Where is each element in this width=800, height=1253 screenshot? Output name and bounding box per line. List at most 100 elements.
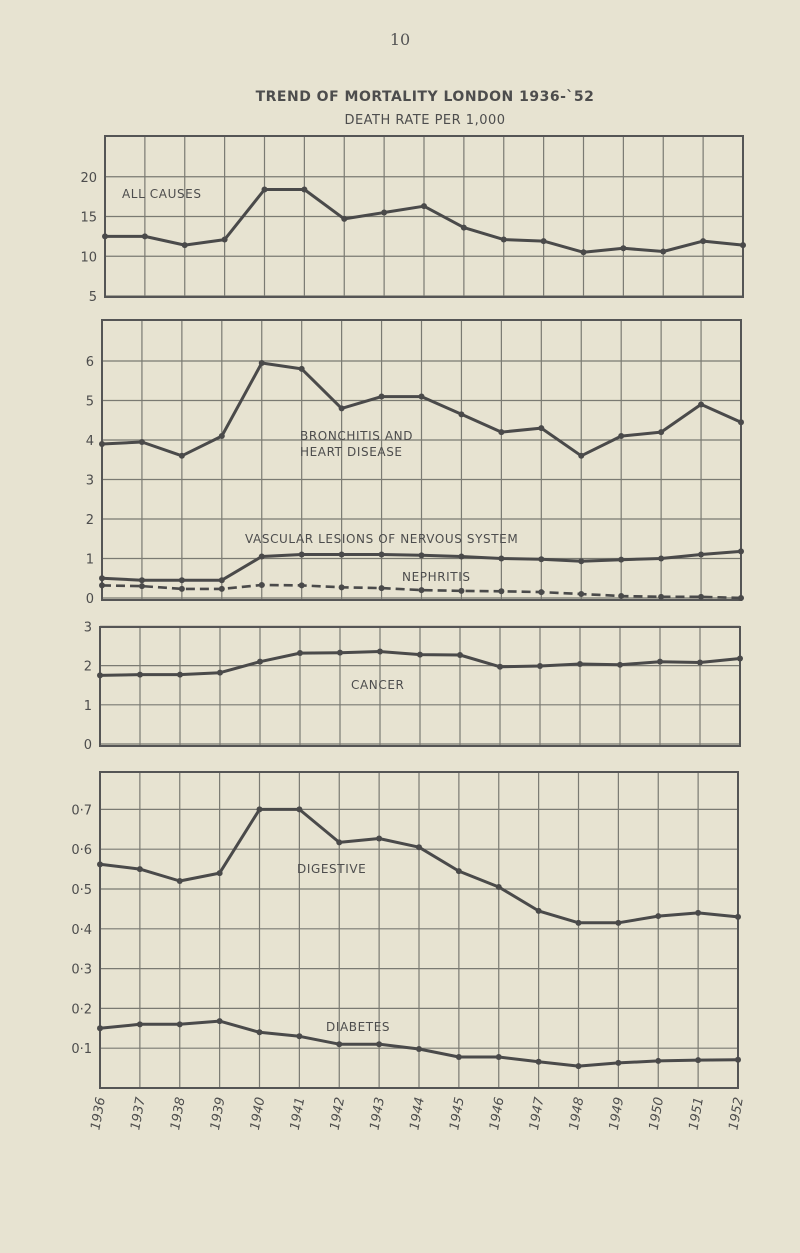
data-point [177, 671, 183, 678]
data-point [381, 209, 388, 216]
data-point [538, 589, 545, 596]
data-point [136, 1021, 143, 1028]
data-point [618, 556, 625, 563]
data-point [575, 919, 582, 926]
chart-subtitle: DEATH RATE PER 1,000 [344, 113, 506, 128]
data-point [99, 440, 105, 447]
series-label: VASCULAR LESIONS OF NERVOUS SYSTEM [245, 532, 518, 546]
data-point [178, 585, 185, 592]
data-point [538, 556, 545, 563]
series-line [101, 583, 742, 600]
data-point [540, 238, 547, 245]
x-tick-label: 1947 [527, 1095, 548, 1131]
data-point [657, 658, 663, 665]
data-point [257, 658, 263, 665]
panel-frame [101, 319, 742, 601]
data-point [416, 1045, 422, 1052]
data-point [97, 861, 103, 868]
y-tick-label: 0·2 [71, 1002, 92, 1017]
data-point [495, 884, 502, 891]
y-tick-label: 10 [80, 250, 97, 265]
y-tick-label: 0·5 [71, 883, 92, 898]
data-point [296, 806, 303, 813]
data-point [298, 551, 305, 558]
y-tick-label: 20 [80, 171, 97, 186]
data-point [298, 582, 305, 589]
data-point [535, 1058, 542, 1065]
data-point [498, 588, 505, 595]
data-point [460, 224, 467, 231]
data-point [580, 249, 587, 256]
data-point [658, 429, 665, 436]
data-point [102, 233, 108, 240]
data-point [99, 582, 105, 589]
data-point [615, 1059, 622, 1066]
data-point [735, 913, 741, 920]
data-point [458, 553, 465, 560]
data-point [137, 671, 143, 678]
x-tick-label: 1944 [407, 1096, 428, 1131]
data-point [418, 393, 425, 400]
y-tick-label: 3 [84, 620, 92, 635]
y-tick-label: 0·4 [71, 923, 92, 938]
data-point [337, 649, 343, 656]
data-point [376, 1041, 383, 1048]
y-tick-label: 0·1 [71, 1042, 92, 1057]
x-tick-label: 1939 [208, 1096, 229, 1131]
data-point [336, 839, 343, 846]
series-label: NEPHRITIS [402, 570, 471, 584]
data-point [738, 419, 744, 426]
data-point [178, 452, 185, 459]
y-tick-label: 6 [86, 355, 94, 370]
data-point [298, 365, 305, 372]
data-point [615, 919, 622, 926]
data-point [620, 245, 627, 252]
data-point [258, 359, 265, 366]
y-tick-label: 4 [86, 434, 94, 449]
y-tick-label: 0·3 [71, 963, 92, 978]
data-point [457, 652, 463, 659]
data-point [458, 587, 465, 594]
page-number: 10 [389, 30, 411, 49]
y-tick-label: 0·6 [71, 843, 92, 858]
x-tick-label: 1941 [288, 1096, 309, 1131]
x-tick-label: 1937 [128, 1095, 149, 1131]
data-point [738, 548, 744, 555]
series-label: ALL CAUSES [122, 187, 202, 201]
y-tick-label: 0·7 [71, 803, 92, 818]
y-tick-label: 2 [86, 513, 94, 528]
data-point [336, 1041, 343, 1048]
data-point [660, 248, 667, 255]
data-point [141, 233, 148, 240]
data-point [578, 452, 585, 459]
chart-panel-3: 3 2 1 0 CANCER [84, 620, 743, 753]
y-tick-label: 5 [86, 395, 94, 410]
data-point [578, 591, 585, 598]
data-point [216, 870, 223, 877]
chart-panel-4: 0·7 0·6 0·5 0·4 0·3 0·2 0·1 DIGESTIVE DIABETES 19… [71, 771, 747, 1131]
data-point [138, 583, 145, 590]
x-tick-label: 1940 [248, 1096, 269, 1131]
data-point [338, 584, 345, 591]
data-point [378, 393, 385, 400]
x-tick-label: 1952 [726, 1096, 747, 1131]
data-point [497, 663, 503, 670]
y-tick-label: 2 [84, 660, 92, 675]
data-point [737, 655, 743, 662]
data-point [695, 1057, 702, 1064]
y-tick-label: 0 [84, 738, 92, 753]
x-tick-label: 1943 [368, 1096, 389, 1131]
data-point [297, 650, 303, 657]
data-point [378, 551, 385, 558]
data-point [698, 593, 705, 600]
data-point [338, 551, 345, 558]
data-point [258, 581, 265, 588]
y-tick-label: 0 [86, 592, 94, 607]
data-point [458, 411, 465, 418]
data-point [735, 1056, 741, 1063]
panel-frame [104, 135, 744, 298]
data-point [575, 1063, 582, 1070]
data-point [658, 555, 665, 562]
x-tick-label: 1946 [487, 1096, 508, 1131]
data-point [498, 555, 505, 562]
